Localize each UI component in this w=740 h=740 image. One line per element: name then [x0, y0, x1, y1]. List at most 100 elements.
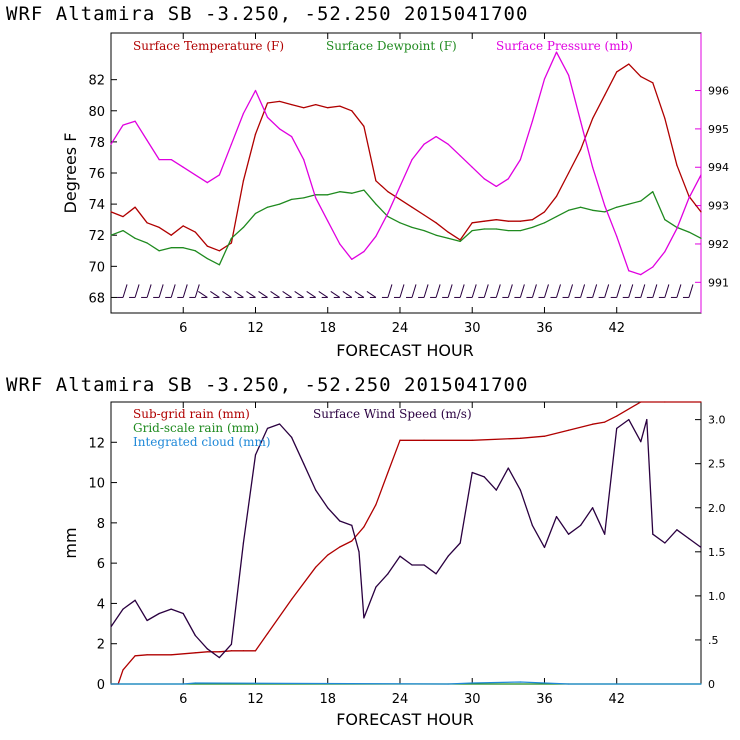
top-series-point [447, 237, 449, 239]
bottom-series-point [170, 608, 172, 610]
bottom-series-point [254, 650, 257, 652]
bottom-series-point [507, 467, 509, 469]
top-series-point [122, 215, 124, 218]
bottom-x-axis-label: FORECAST HOUR [336, 710, 474, 729]
wind-barb [459, 284, 465, 298]
wind-barb [676, 284, 682, 298]
wind-barb [556, 284, 561, 298]
top-series-point [134, 120, 136, 122]
top-series-point [194, 231, 196, 233]
bottom-series-point [688, 537, 690, 540]
top-series-point [543, 78, 546, 80]
bottom-series-point [146, 654, 148, 656]
top-series-point [592, 209, 594, 211]
top-series-point [652, 82, 654, 84]
top-series-point [471, 222, 473, 224]
top-series-point [640, 200, 642, 202]
bottom-series-point [363, 617, 365, 619]
top-series-point [387, 212, 389, 214]
bottom-series-point [567, 533, 570, 535]
bottom-series-point [628, 419, 630, 421]
wind-barb [158, 284, 164, 298]
bottom-series-point [435, 573, 437, 575]
top-series-point [194, 174, 196, 176]
top-x-tick-label: 30 [464, 321, 481, 336]
bottom-series-point [700, 683, 702, 685]
top-series-point [327, 194, 329, 196]
top-series-point [363, 125, 365, 127]
top-series-point [471, 166, 473, 168]
legend-integrated-cloud: Integrated cloud (mm) [133, 435, 271, 449]
bottom-series-point [194, 634, 196, 637]
bottom-series-point [194, 682, 196, 684]
bottom-y2-tick-label: 3.0 [708, 414, 726, 427]
top-y2-tick-label: 993 [708, 200, 729, 213]
top-series-point [592, 117, 594, 120]
top-series-point [628, 270, 630, 272]
wind-barb [342, 291, 353, 298]
top-x-tick-label: 36 [536, 321, 553, 336]
top-x-ticks: 6 12 18 24 30 36 42 [179, 33, 625, 336]
top-y-tick-label: 80 [88, 105, 105, 120]
top-y2-tick-label: 996 [708, 85, 729, 98]
top-series-point [242, 180, 245, 182]
top-series-point [315, 197, 317, 199]
top-series-point [134, 237, 136, 239]
top-series-point [628, 203, 630, 205]
bottom-series-point [218, 656, 220, 659]
top-series-point [640, 75, 642, 78]
top-series-point [664, 219, 666, 221]
precipitation-chart: WRF Altamira SB -3.250, -52.250 20150417… [6, 374, 726, 729]
top-series-point [351, 192, 353, 194]
top-series-point [278, 203, 281, 205]
bottom-series-point [640, 441, 642, 443]
bottom-series-point [182, 683, 184, 685]
top-y-tick-label: 70 [88, 260, 105, 275]
bottom-series-point [242, 542, 245, 544]
wind-barb [435, 284, 441, 298]
bottom-series-point [266, 633, 269, 635]
top-series-point [616, 71, 618, 73]
bottom-series-point [375, 586, 377, 588]
top-series-point [628, 63, 630, 65]
bottom-series-point [646, 419, 648, 421]
top-series-point [278, 100, 281, 103]
top-series-point [652, 191, 654, 193]
wind-barb [146, 284, 152, 298]
top-series-point [507, 220, 509, 222]
bottom-series-point [206, 651, 208, 653]
bottom-series-point [387, 573, 389, 575]
bottom-series-point [664, 401, 666, 403]
top-series-point [688, 231, 690, 233]
bottom-series-point [278, 423, 281, 425]
bottom-chart-title: WRF Altamira SB -3.250, -52.250 20150417… [6, 374, 528, 396]
top-series-point [652, 266, 654, 268]
top-series-point [495, 228, 497, 230]
bottom-y2-tick-label: 0 [708, 678, 715, 691]
top-series-point [543, 211, 546, 213]
top-series-point [327, 220, 329, 222]
top-series-point [266, 206, 269, 208]
top-y-tick-label: 74 [88, 198, 105, 213]
bottom-series-point [242, 650, 245, 652]
top-series-point [483, 228, 485, 230]
top-series-line-1 [110, 189, 702, 266]
top-series-point [471, 229, 473, 232]
top-series-point [242, 226, 245, 229]
top-series-point [543, 222, 546, 224]
wind-barb [423, 284, 429, 298]
bottom-y-tick-label: 4 [97, 597, 105, 612]
top-series-point [375, 235, 377, 237]
top-series-point [435, 222, 437, 224]
top-x-tick-label: 6 [179, 321, 187, 336]
top-series-point [664, 251, 666, 253]
top-y-tick-label: 82 [88, 74, 105, 89]
top-series-point [375, 203, 377, 205]
wind-barb [519, 284, 525, 298]
top-series-point [399, 185, 401, 188]
top-y2-tick-label: 995 [708, 123, 729, 136]
bottom-series-point [543, 682, 546, 684]
top-series-point [158, 226, 160, 229]
bottom-x-tick-label: 12 [247, 692, 264, 707]
bottom-series-point [592, 423, 594, 425]
